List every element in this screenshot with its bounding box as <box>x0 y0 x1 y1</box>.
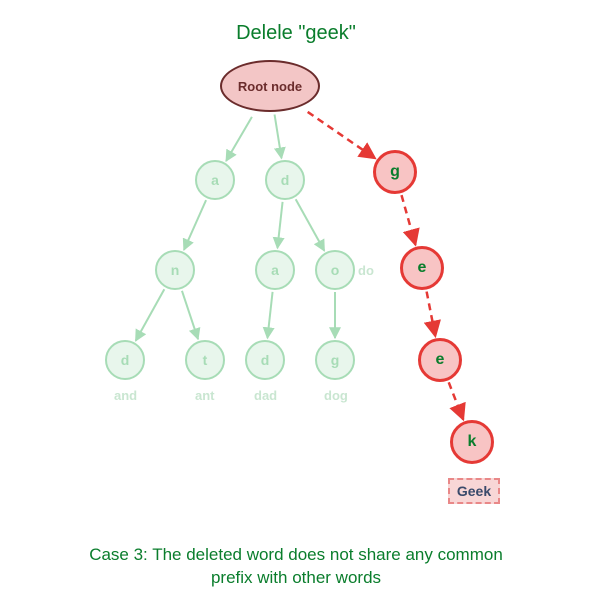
word-label: ant <box>195 388 215 403</box>
trie-node-e1: e <box>400 246 444 290</box>
caption-line2: prefix with other words <box>211 568 381 587</box>
trie-node-a1: a <box>195 160 235 200</box>
word-label: dog <box>324 388 348 403</box>
edge <box>427 292 436 337</box>
trie-node-e2: e <box>418 338 462 382</box>
edge <box>267 292 272 338</box>
word-label: do <box>358 263 374 278</box>
edge <box>226 117 252 161</box>
trie-node-t: t <box>185 340 225 380</box>
diagram-title: Delele "geek" <box>0 22 592 45</box>
edge <box>401 195 415 245</box>
trie-node-d1: d <box>265 160 305 200</box>
trie-node-k: k <box>450 420 494 464</box>
edge <box>449 382 464 419</box>
edge <box>136 289 165 341</box>
diagram-caption: Case 3: The deleted word does not share … <box>0 544 592 590</box>
edge <box>296 199 325 251</box>
edge <box>275 114 282 158</box>
trie-node-g: g <box>373 150 417 194</box>
trie-node-n: n <box>155 250 195 290</box>
edge <box>308 112 376 158</box>
deleted-word-box: Geek <box>448 478 500 504</box>
word-label: and <box>114 388 137 403</box>
edge <box>182 291 198 339</box>
edge <box>277 202 282 248</box>
trie-node-a2: a <box>255 250 295 290</box>
word-label: dad <box>254 388 277 403</box>
title-text: Delele "geek" <box>236 22 356 44</box>
caption-line1: Case 3: The deleted word does not share … <box>89 545 503 564</box>
trie-node-o: o <box>315 250 355 290</box>
trie-node-d_and: d <box>105 340 145 380</box>
edge <box>184 200 206 250</box>
root-node: Root node <box>220 60 320 112</box>
trie-node-d_dad: d <box>245 340 285 380</box>
trie-node-g_dog: g <box>315 340 355 380</box>
